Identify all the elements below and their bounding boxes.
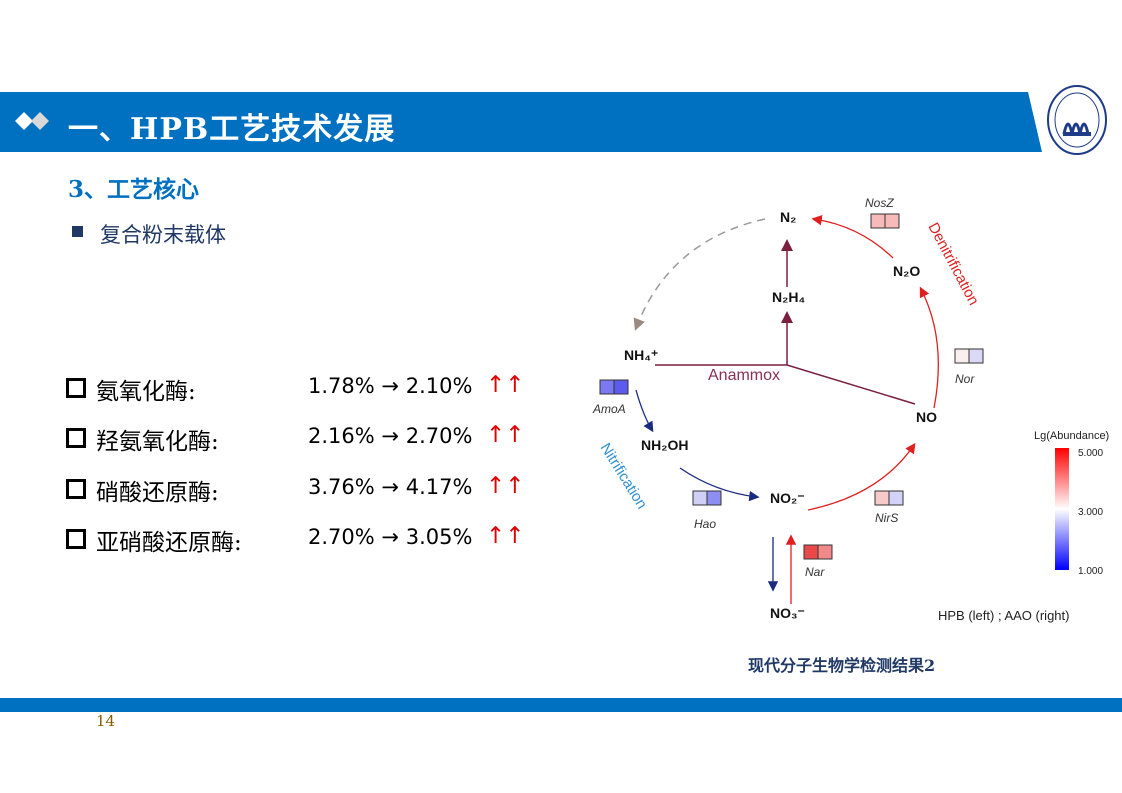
diamond-icon	[15, 112, 49, 130]
enzyme-name: 硝酸还原酶:	[96, 480, 219, 506]
colorbar	[1055, 448, 1069, 570]
arrow-nh2oh-to-no2	[679, 467, 760, 502]
node-no3: NO₃⁻	[770, 605, 805, 621]
enzyme-name: 氨氧化酶:	[96, 379, 196, 405]
legend-title: Lg(Abundance)	[1034, 430, 1109, 442]
heat-cell-hao-hpb	[692, 490, 708, 506]
gene-nirs-label: NirS	[875, 511, 898, 525]
heat-cell-nirs-aao	[888, 490, 904, 506]
gene-hao-label: Hao	[694, 517, 716, 531]
heat-cell-hao-aao	[706, 490, 722, 506]
heat-cell-amoa-hpb	[599, 379, 615, 395]
up-arrows-icon: ↑↑	[486, 523, 525, 549]
heat-cell-nirs-hpb	[874, 490, 890, 506]
nitrogen-cycle-diagram: N₂ N₂H₄ NH₄⁺ NH₂OH NO₂⁻ NO₃⁻ NO N₂O Anam…	[592, 196, 1109, 623]
legend-note: HPB (left) ; AAO (right)	[938, 608, 1069, 623]
node-no2: NO₂⁻	[770, 490, 805, 506]
denitrification-label: Denitrification	[924, 220, 982, 308]
checkbox-square-icon	[66, 378, 86, 398]
page-title: 一、HPB工艺技术发展	[68, 112, 396, 147]
node-n2: N₂	[780, 209, 796, 225]
footer-band	[0, 698, 1122, 712]
heat-cell-nor-hpb	[954, 348, 970, 364]
heat-cell-nosz-aao	[884, 213, 900, 229]
legend-mid: 3.000	[1078, 507, 1103, 518]
legend-min: 1.000	[1078, 566, 1103, 577]
arrow-nh4-to-nh2oh	[635, 389, 654, 433]
heat-cell-amoa-aao	[613, 379, 629, 395]
up-arrows-icon: ↑↑	[486, 422, 525, 448]
anammox-lines	[655, 364, 916, 405]
dashed-return-arrow	[633, 218, 766, 331]
heat-cell-nosz-hpb	[870, 213, 886, 229]
heat-cell-nar-aao	[817, 544, 833, 560]
heat-cell-nar-hpb	[803, 544, 819, 560]
gene-amoa-label: AmoA	[592, 402, 626, 416]
enzyme-change: 3.76% → 4.17%	[308, 475, 473, 499]
arrow-n2o-to-n2	[811, 215, 894, 259]
enzyme-change: 2.70% → 3.05%	[308, 525, 473, 549]
gene-nar-label: Nar	[805, 565, 825, 579]
enzyme-change: 2.16% → 2.70%	[308, 424, 473, 448]
legend-max: 5.000	[1078, 448, 1103, 459]
enzyme-name: 羟氨氧化酶:	[96, 429, 219, 455]
header-band	[0, 92, 1042, 152]
node-no: NO	[916, 409, 937, 425]
arrow-no-to-n2o	[919, 286, 939, 409]
up-arrows-icon: ↑↑	[486, 473, 525, 499]
node-n2o: N₂O	[893, 263, 920, 279]
gene-nosz-label: NosZ	[865, 196, 894, 210]
enzyme-name: 亚硝酸还原酶:	[96, 530, 242, 556]
bullet-text: 复合粉末载体	[100, 223, 226, 247]
anammox-label: Anammox	[708, 367, 780, 384]
page-number: 14	[96, 712, 116, 730]
checkbox-square-icon	[66, 529, 86, 549]
node-nh2oh: NH₂OH	[641, 437, 688, 453]
bullet-square-icon	[72, 226, 83, 237]
node-n2h4: N₂H₄	[772, 289, 805, 305]
heat-cell-nor-aao	[968, 348, 984, 364]
checkbox-square-icon	[66, 479, 86, 499]
checkbox-square-icon	[66, 428, 86, 448]
university-logo	[1047, 85, 1107, 155]
enzyme-change: 1.78% → 2.10%	[308, 374, 473, 398]
section-subtitle: 3、工艺核心	[68, 176, 200, 203]
node-nh4: NH₄⁺	[624, 347, 658, 363]
arrow-no2-to-no	[807, 442, 916, 511]
gene-nor-label: Nor	[955, 372, 975, 386]
up-arrows-icon: ↑↑	[486, 372, 525, 398]
figure-caption: 现代分子生物学检测结果2	[748, 656, 936, 675]
